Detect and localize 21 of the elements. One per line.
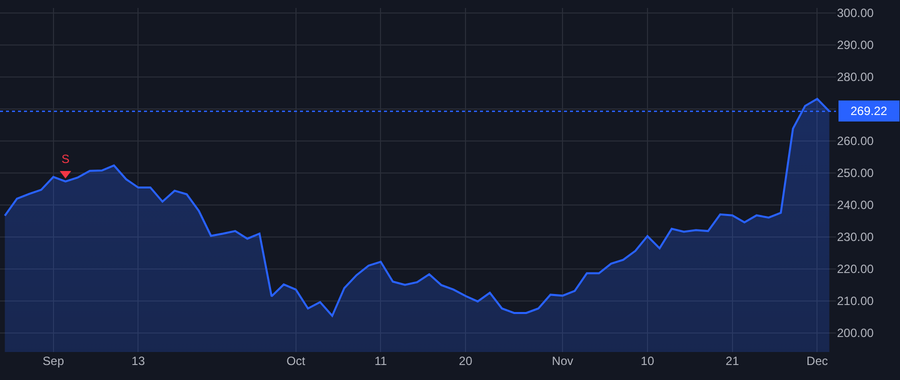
series-label: S [61,152,70,166]
y-tick-label: 260.00 [837,134,874,148]
y-tick-label: 300.00 [837,6,874,20]
y-tick-label: 210.00 [837,294,874,308]
y-tick-label: 290.00 [837,38,874,52]
x-tick-label: 13 [132,354,146,368]
y-tick-label: 200.00 [837,326,874,340]
ref-line-label: 269.22 [850,104,888,118]
y-tick-label: 230.00 [837,230,874,244]
x-tick-label: Nov [552,354,574,368]
x-tick-label: 11 [374,354,388,368]
y-tick-label: 250.00 [837,166,874,180]
x-tick-label: Sep [42,354,64,368]
y-tick-label: 280.00 [837,70,874,84]
x-tick-label: 10 [640,354,654,368]
x-tick-label: Dec [806,354,828,368]
x-tick-label: 21 [726,354,740,368]
y-tick-label: 240.00 [837,198,874,212]
y-tick-label: 220.00 [837,262,874,276]
x-tick-label: 20 [458,354,473,368]
x-tick-label: Oct [286,354,306,368]
